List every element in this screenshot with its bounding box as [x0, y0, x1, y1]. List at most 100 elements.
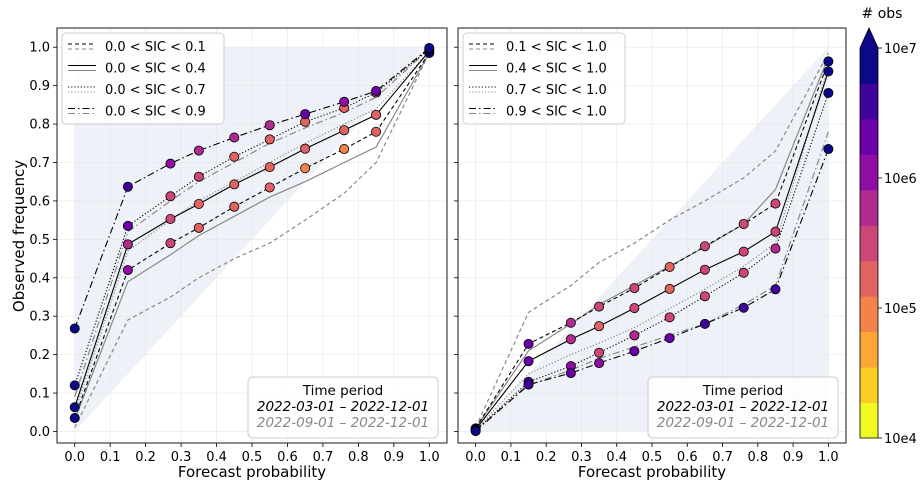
data-point [470, 426, 481, 437]
data-point [738, 267, 749, 278]
data-point [122, 220, 133, 231]
data-point [300, 163, 311, 174]
data-point [699, 241, 710, 252]
data-point [339, 144, 350, 155]
data-point [193, 145, 204, 156]
data-point [371, 86, 382, 97]
colorbar-segment [860, 260, 878, 297]
data-point [69, 413, 80, 424]
data-point [165, 238, 176, 249]
series-line-gray-solid [475, 56, 829, 429]
colorbar-frame [859, 27, 879, 439]
colorbar-segment [860, 83, 878, 120]
y-tick-label: 0.1 [29, 387, 50, 402]
period-main-label: 2022-03-01 – 2022-12-01 [257, 399, 429, 415]
data-point [699, 318, 710, 329]
data-point [594, 358, 605, 369]
y-tick-label: 0.0 [29, 425, 50, 440]
data-point [629, 303, 640, 314]
data-point [165, 191, 176, 202]
series-line-gray-dotted [74, 50, 430, 413]
data-point [300, 143, 311, 154]
data-point [229, 132, 240, 143]
colorbar-tick-label: 10e5 [884, 302, 917, 317]
time-period-box-right: Time period 2022-03-01 – 2022-12-01 2022… [647, 376, 839, 439]
time-period-title: Time period [702, 383, 783, 399]
y-tick-label: 0.9 [29, 79, 50, 94]
data-point [565, 334, 576, 345]
x-axis-label-left: Forecast probability [178, 463, 326, 481]
series-line-dotted [475, 92, 829, 431]
series-line-solid [475, 71, 829, 430]
series-line-gray-solid [74, 52, 430, 421]
series-line-solid [74, 50, 430, 408]
period-sub-label: 2022-09-01 – 2022-12-01 [257, 415, 429, 431]
series-line-gray-dashdot [74, 48, 430, 398]
data-point [193, 198, 204, 209]
x-tick-label: 0.9 [383, 450, 404, 465]
colorbar-segment [860, 48, 878, 84]
legend-label: 0.1 < SIC < 1.0 [506, 40, 607, 55]
x-tick-label: 0.2 [536, 450, 557, 465]
data-point [770, 284, 781, 295]
x-tick-label: 0.5 [642, 450, 663, 465]
data-point [193, 222, 204, 233]
data-point [738, 302, 749, 313]
y-tick-label: 0.8 [29, 118, 50, 133]
data-point [664, 312, 675, 323]
x-tick-label: 0.0 [64, 450, 85, 465]
x-tick-label: 0.4 [606, 450, 627, 465]
data-point [594, 347, 605, 358]
data-point [594, 321, 605, 332]
colorbar-extend-arrow [860, 28, 878, 48]
data-point [699, 291, 710, 302]
data-point [523, 356, 534, 367]
data-point [69, 323, 80, 334]
colorbar: # obs 10e7 10e6 10e5 10e4 [859, 6, 917, 447]
x-tick-label: 0.2 [135, 450, 156, 465]
colorbar-segment [860, 331, 878, 368]
data-point [770, 226, 781, 237]
data-point [738, 218, 749, 229]
legend-label: 0.0 < SIC < 0.1 [105, 40, 206, 55]
data-point [229, 179, 240, 190]
y-tick-label: 0.4 [29, 271, 50, 286]
x-tick-label: 0.5 [242, 450, 263, 465]
data-point [264, 162, 275, 173]
data-point [371, 126, 382, 137]
data-point [629, 346, 640, 357]
legend-label: 0.4 < SIC < 1.0 [506, 62, 607, 77]
data-point [629, 283, 640, 294]
data-point [264, 182, 275, 193]
data-point [664, 333, 675, 344]
series-line-dashed [475, 61, 829, 429]
data-point [664, 262, 675, 273]
series-line-gray-dashed [475, 52, 829, 428]
x-tick-label: 0.6 [277, 450, 298, 465]
y-tick-label: 0.6 [29, 194, 50, 209]
data-point [193, 171, 204, 182]
series-line-gray-dashed [74, 52, 430, 428]
data-point [699, 264, 710, 275]
data-point [523, 379, 534, 390]
data-point [229, 201, 240, 212]
x-tick-label: 0.9 [783, 450, 804, 465]
series-line-dashdot [475, 148, 829, 432]
x-tick-label: 0.3 [571, 450, 592, 465]
legend-box [61, 32, 225, 125]
legend-right: 0.1 < SIC < 1.0 0.4 < SIC < 1.0 0.7 < SIC … [462, 32, 626, 125]
x-tick-label: 0.7 [313, 450, 334, 465]
data-point [664, 283, 675, 294]
colorbar-tick-label: 10e4 [884, 432, 917, 447]
data-point [770, 243, 781, 254]
x-tick-label: 0.7 [712, 450, 733, 465]
data-point [264, 134, 275, 145]
data-point [823, 144, 834, 155]
period-main-label: 2022-03-01 – 2022-12-01 [657, 399, 829, 415]
data-point [371, 109, 382, 120]
data-point [165, 158, 176, 169]
data-point [122, 265, 133, 276]
data-point [339, 125, 350, 136]
y-tick-label: 1.0 [29, 41, 50, 56]
